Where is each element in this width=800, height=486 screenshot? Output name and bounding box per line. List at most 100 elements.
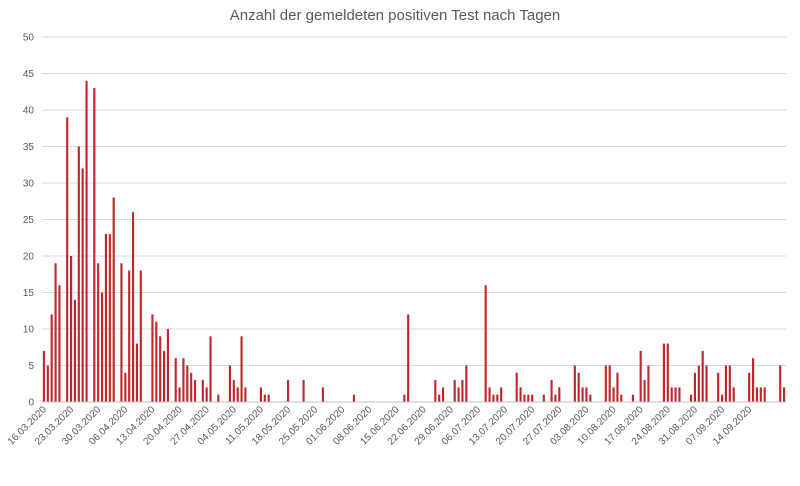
bar [612,387,615,402]
y-axis-tick-labels: 0 5 10 15 20 25 30 35 40 45 50 [23,33,35,409]
bar [717,372,720,402]
bar [166,329,169,402]
bar [666,343,669,402]
bar [139,270,142,402]
bar [101,292,104,402]
bar [550,380,553,402]
bar [97,263,100,402]
bar [186,365,189,402]
bar [407,314,410,402]
bar [585,387,588,402]
bar [77,146,80,402]
bar [159,336,162,402]
gridlines [42,36,786,366]
bar [581,387,584,402]
bar [465,365,468,402]
bar [690,394,693,402]
bar [151,314,154,402]
bar [639,350,642,402]
bar [205,387,208,402]
bar [554,394,557,402]
bar [515,372,518,402]
bar [461,380,464,402]
bar [519,387,522,402]
bar [647,365,650,402]
bar [403,394,406,402]
bar [577,372,580,402]
bar [670,387,673,402]
bar [438,394,441,402]
bar [201,380,204,402]
bar [73,299,76,402]
bar [104,234,107,402]
bar [190,372,193,402]
bar [492,394,495,402]
bar [58,285,61,402]
bar [453,380,456,402]
bar [542,394,545,402]
bar [721,394,724,402]
bar [558,387,561,402]
bar [783,387,786,402]
bar [85,80,88,403]
bar [93,88,96,402]
bar [604,365,607,402]
bar [697,365,700,402]
bar [46,365,49,402]
bar [674,387,677,402]
chart-title: Anzahl der gemeldeten positiven Test nac… [230,7,561,24]
bar [108,234,111,402]
bar [608,365,611,402]
y-tick-label: 25 [23,215,35,226]
y-tick-label: 50 [23,33,35,44]
bar [484,285,487,402]
bar [42,350,45,402]
y-tick-label: 20 [23,252,35,263]
y-tick-label: 40 [23,106,35,117]
bar [728,365,731,402]
bar [228,365,231,402]
bar [232,380,235,402]
bar [209,336,212,402]
bar [194,380,197,402]
bar [352,394,355,402]
bar [662,343,665,402]
bar [267,394,270,402]
bar [759,387,762,402]
bar [263,394,266,402]
bar [135,343,138,402]
bar [124,372,127,402]
y-tick-label: 10 [23,325,35,336]
y-tick-label: 0 [28,398,34,409]
bar [755,387,758,402]
bar [50,314,53,402]
bar [163,350,166,402]
bar [287,380,290,402]
bar [240,336,243,402]
bar [631,394,634,402]
bar [523,394,526,402]
bar [66,117,69,403]
bar [643,380,646,402]
bar [457,387,460,402]
bar [236,387,239,402]
bar [732,387,735,402]
bar [182,358,185,402]
bar [705,365,708,402]
bar [496,394,499,402]
bar [748,372,751,402]
y-tick-label: 30 [23,179,35,190]
bar [752,358,755,402]
y-tick-label: 35 [23,142,35,153]
bar [174,358,177,402]
bar [178,387,181,402]
bar [112,197,115,402]
bar [616,372,619,402]
bar [81,168,84,402]
bar [573,365,576,402]
bar [302,380,305,402]
y-tick-label: 45 [23,69,35,80]
y-tick-label: 5 [28,361,34,372]
bar [155,321,158,402]
